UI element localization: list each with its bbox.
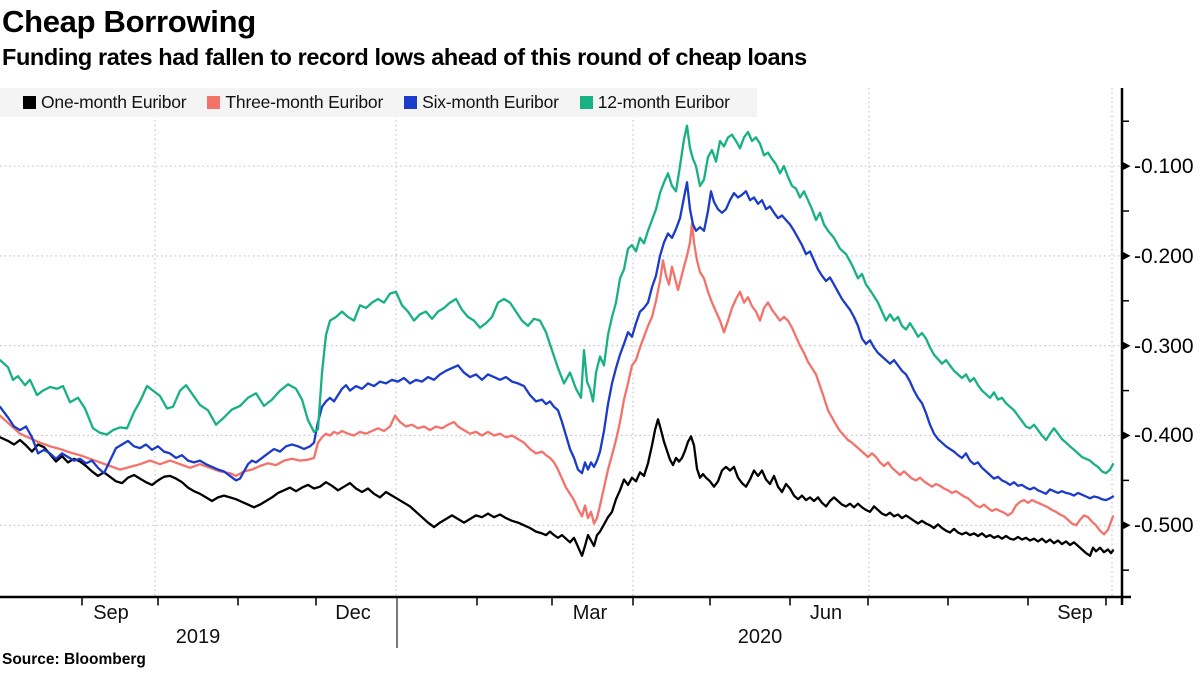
series-line [0, 418, 1115, 557]
chart-canvas [0, 88, 1131, 648]
legend-item: One-month Euribor [23, 92, 187, 113]
chart-legend: One-month Euribor Three-month Euribor Six-… [0, 88, 757, 117]
legend-swatch-icon [23, 96, 36, 109]
x-axis-year-label: 2019 [175, 626, 221, 648]
y-axis-label: -0.500 [1134, 514, 1194, 538]
legend-swatch-icon [207, 96, 221, 109]
legend-label: Six-month Euribor [422, 92, 559, 112]
y-axis-label: -0.300 [1134, 334, 1194, 358]
series-line [0, 124, 1115, 475]
x-axis-month-label: Sep [1057, 602, 1093, 624]
chart-subtitle: Funding rates had fallen to record lows … [2, 44, 807, 70]
y-axis-label: -0.100 [1134, 155, 1194, 179]
y-axis-tick-arrow [1122, 251, 1131, 261]
series-line [0, 181, 1115, 502]
legend-item: 12-month Euribor [579, 92, 730, 113]
legend-swatch-icon [404, 96, 418, 109]
legend-label: Three-month Euribor [225, 92, 384, 112]
y-axis-tick-arrow [1122, 341, 1131, 351]
x-axis-month-label: Mar [572, 602, 608, 624]
x-axis-month-label: Dec [335, 602, 371, 624]
x-axis-month-label: Jun [809, 602, 843, 624]
y-axis-tick-arrow [1122, 520, 1131, 530]
y-axis-label: -0.200 [1134, 244, 1194, 268]
x-axis-year-label: 2020 [737, 626, 783, 648]
series-line [0, 222, 1115, 536]
legend-label: One-month Euribor [41, 92, 187, 112]
y-axis-tick-arrow [1122, 161, 1131, 171]
source-label: Source: Bloomberg [2, 651, 146, 668]
y-axis-tick-arrow [1122, 430, 1131, 440]
page-title: Cheap Borrowing [2, 4, 256, 39]
legend-swatch-icon [579, 96, 593, 109]
x-axis-month-label: Sep [93, 602, 129, 624]
legend-item: Three-month Euribor [207, 92, 383, 113]
y-axis-label: -0.400 [1134, 424, 1194, 448]
legend-item: Six-month Euribor [404, 92, 559, 113]
legend-label: 12-month Euribor [597, 92, 730, 112]
